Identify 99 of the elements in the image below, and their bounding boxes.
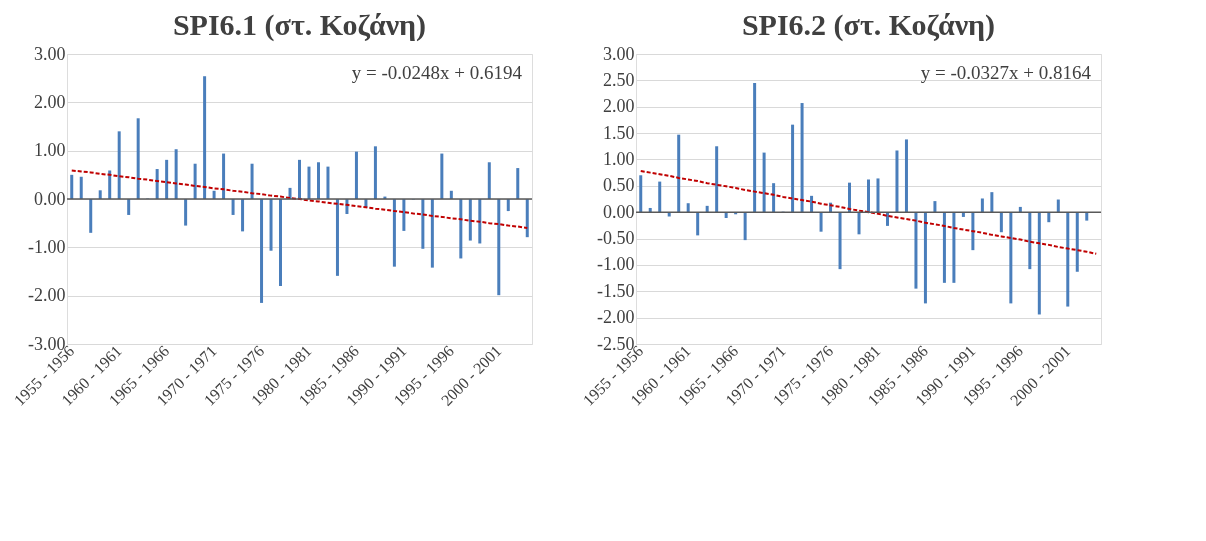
bar <box>468 199 472 241</box>
bar <box>677 134 681 213</box>
annotation: y = -0.0327x + 0.8164 <box>920 62 1092 83</box>
bar <box>421 199 425 249</box>
bar <box>108 170 112 199</box>
bar <box>942 212 946 283</box>
y-tick-label: -0.50 <box>597 228 635 249</box>
bar <box>506 199 510 212</box>
bar <box>791 124 795 213</box>
y-tick-label: 0.00 <box>34 188 66 209</box>
bar <box>696 212 700 236</box>
bar <box>373 146 377 199</box>
bar <box>487 162 491 199</box>
chart-title: SPI6.1 (στ. Κοζάνη) <box>172 8 427 42</box>
bar <box>867 179 870 213</box>
bar <box>658 181 662 213</box>
bar <box>772 183 776 213</box>
bar <box>89 199 93 233</box>
bar <box>516 168 520 199</box>
bar <box>241 199 245 232</box>
bar <box>165 159 169 199</box>
bar <box>222 153 226 199</box>
bar <box>497 199 501 296</box>
bar <box>838 212 842 270</box>
bar <box>430 199 434 268</box>
bar <box>298 159 301 199</box>
bar <box>307 166 311 199</box>
y-tick-label: 2.00 <box>34 91 66 112</box>
bar <box>478 199 482 244</box>
y-tick-label: 3.00 <box>603 43 635 64</box>
y-tick-label: 0.50 <box>603 175 635 196</box>
bar <box>184 199 188 226</box>
y-tick-label: 1.00 <box>34 140 66 161</box>
bar <box>753 83 757 213</box>
y-tick-label: -1.00 <box>597 254 635 275</box>
bar <box>800 103 804 213</box>
bar <box>392 199 396 267</box>
bar <box>1037 212 1041 315</box>
y-tick-label: 2.00 <box>603 96 635 117</box>
bar <box>715 146 719 213</box>
y-tick-label: -2.00 <box>597 307 635 328</box>
bar <box>335 199 339 276</box>
y-tick-label: 1.00 <box>603 148 635 169</box>
bar <box>857 212 861 235</box>
bar <box>933 201 937 213</box>
chart-title: SPI6.2 (στ. Κοζάνη) <box>741 8 996 42</box>
bar <box>876 178 880 213</box>
bar <box>1028 212 1032 270</box>
bar <box>269 199 273 251</box>
bar <box>1009 212 1013 304</box>
bar <box>990 192 994 213</box>
bar <box>316 162 320 199</box>
bar <box>174 149 178 199</box>
y-tick-label: -2.00 <box>28 285 66 306</box>
y-tick-label: -1.00 <box>28 236 66 257</box>
line-series <box>70 169 529 229</box>
bar <box>117 131 121 199</box>
annotation: y = -0.0248x + 0.6194 <box>351 62 523 83</box>
bar <box>231 199 235 215</box>
bar <box>885 212 889 226</box>
y-tick-label: 2.50 <box>603 69 635 90</box>
bar <box>999 212 1003 233</box>
bar <box>136 118 140 199</box>
bar <box>260 199 264 303</box>
bar <box>914 212 918 289</box>
bar <box>895 150 899 213</box>
bar <box>440 153 444 199</box>
y-tick-label: 1.50 <box>603 122 635 143</box>
bar <box>326 166 330 199</box>
bar <box>525 199 529 238</box>
bar <box>250 163 254 199</box>
bar <box>354 151 358 199</box>
bar <box>459 199 463 259</box>
bar <box>79 176 83 199</box>
bar <box>70 174 74 199</box>
bar <box>203 76 207 199</box>
y-tick-label: 3.00 <box>34 43 66 64</box>
bar <box>923 212 927 304</box>
bar <box>127 199 131 215</box>
bar <box>980 198 984 213</box>
y-tick-label: 0.00 <box>603 201 635 222</box>
bar <box>279 199 283 286</box>
bar <box>402 199 406 231</box>
bar <box>1066 212 1070 307</box>
line-series <box>639 170 1098 255</box>
bar <box>819 212 823 232</box>
bar <box>743 212 747 241</box>
bar <box>1047 212 1051 223</box>
bar <box>1085 212 1089 221</box>
bar <box>904 139 908 213</box>
bar <box>971 212 975 251</box>
bar <box>193 163 197 199</box>
bar <box>952 212 956 283</box>
bar <box>639 175 643 213</box>
bar <box>762 152 766 213</box>
bar <box>155 169 159 199</box>
bar <box>98 190 102 199</box>
y-tick-label: -1.50 <box>597 280 635 301</box>
bar <box>1075 212 1079 272</box>
